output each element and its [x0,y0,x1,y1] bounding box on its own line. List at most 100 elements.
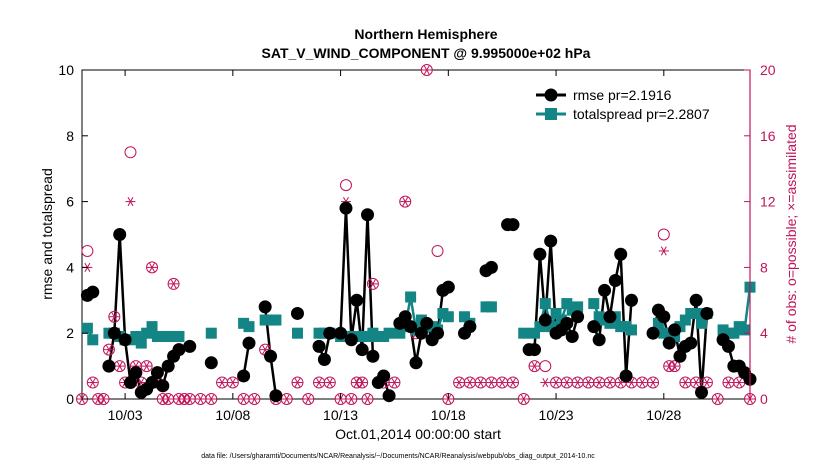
obs-assimilated-point [475,377,486,388]
obs-assimilated-stroke [186,394,193,404]
obs-assimilated-point [346,394,357,404]
rmse-point [441,280,455,294]
obs-assimilated-point [540,377,551,388]
totalspread-point [135,337,147,349]
rmse-point [506,218,520,232]
rmse-point [533,247,547,261]
obs-assimilated-stroke [736,377,743,388]
rmse-point [538,313,552,327]
rmse-point [377,369,391,383]
obs-possible-point [506,376,519,389]
rmse-point [565,329,579,343]
y-axis-label: rmse and totalspread [39,168,55,300]
obs-assimilated-stroke [127,197,134,207]
rmse-point [689,293,703,307]
y2-axis-label: # of obs: o=possible; ×=assimilated [783,124,799,343]
obs-assimilated-point [238,394,249,404]
y-tick-label: 8 [66,128,74,144]
obs-assimilated-point [98,394,109,404]
obs-assimilated-point [551,377,562,388]
totalspread-point [81,322,93,334]
obs-assimilated-point [561,377,572,388]
obs-possible-point [205,393,218,405]
obs-possible-point [108,310,121,323]
obs-assimilated-point [324,377,335,388]
obs-assimilated-point [421,65,432,75]
obs-possible-point [539,360,552,373]
obs-assimilated-point [658,246,669,256]
rmse-point [700,306,714,320]
obs-assimilated-stroke [208,394,215,404]
obs-possible-point [366,277,379,290]
obs-assimilated-stroke [181,394,188,404]
rmse-point [619,369,633,383]
obs-assimilated-stroke [100,394,107,404]
x-tick-label: 10/18 [431,407,466,423]
obs-assimilated-point [572,377,583,388]
obs-assimilated-stroke [176,394,182,404]
y2-tick-label: 16 [760,128,776,144]
obs-assimilated-stroke [574,377,581,388]
obs-assimilated-stroke [531,361,538,371]
obs-assimilated-stroke [607,377,613,388]
totalspread-point [604,317,616,329]
obs-possible-point [226,376,239,389]
obs-assimilated-point [529,361,540,371]
rmse-point [484,260,498,274]
rmse-point [414,326,428,340]
totalspread-point [383,327,395,339]
totalspread-point [291,327,303,339]
rmse-point [118,333,132,347]
legend-box [532,80,740,130]
obs-assimilated-stroke [165,394,172,404]
totalspread-point [572,301,584,313]
rmse-point [598,283,612,297]
obs-assimilated-point [367,279,378,289]
obs-assimilated-stroke [628,377,635,388]
totalspread-point [458,311,470,323]
obs-assimilated-stroke [666,361,673,371]
totalspread-point [146,321,158,333]
obs-assimilated-point [669,361,680,371]
rmse-point [608,274,622,288]
totalspread-point [485,301,497,313]
obs-assimilated-point [400,197,411,207]
y-tick-label: 2 [66,325,74,341]
legend-spread-marker [545,108,557,120]
obs-possible-point [302,393,315,405]
totalspread-point [690,307,702,319]
obs-possible-point [81,244,94,257]
obs-assimilated-point [206,394,217,404]
obs-assimilated-stroke [251,394,258,404]
rmse-point [404,320,418,334]
y2-tick-label: 20 [760,62,776,78]
obs-possible-point [388,376,401,389]
obs-assimilated-stroke [95,394,102,404]
obs-assimilated-point [362,394,373,404]
obs-assimilated-point [723,377,734,388]
obs-assimilated-stroke [294,377,301,388]
obs-assimilated-point [109,312,120,322]
obs-assimilated-stroke [466,377,473,388]
totalspread-point [739,324,751,336]
rmse-point [684,336,698,350]
rmse-point [673,349,687,363]
x-tick-label: 10/23 [539,407,574,423]
x-tick-label: 10/13 [323,407,358,423]
obs-assimilated-stroke [456,377,463,388]
rmse-point [571,310,585,324]
totalspread-point [87,334,99,346]
obs-assimilated-point [114,361,125,371]
rmse-point [290,306,304,320]
obs-assimilated-stroke [116,361,123,371]
chart-subtitle: SAT_V_WIND_COMPONENT @ 9.995000e+02 hPa [262,45,591,61]
rmse-point [334,326,348,340]
obs-possible-point [140,360,153,373]
x-axis-label: Oct.01,2014 00:00:00 start [335,426,501,442]
y2-tick-label: 8 [760,259,768,275]
right-y-axis: 0 4 8 12 16 20 [744,62,776,407]
obs-assimilated-stroke [159,394,166,404]
obs-possible-point [248,393,261,405]
totalspread-point [173,330,185,342]
obs-assimilated-point [217,377,228,388]
